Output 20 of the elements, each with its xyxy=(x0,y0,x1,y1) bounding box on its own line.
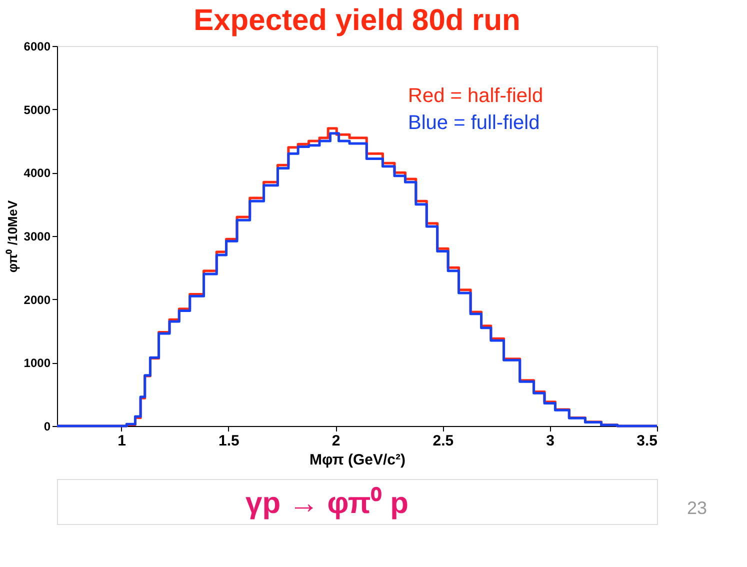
y-tick-label: 1000 xyxy=(24,356,51,370)
x-tick-label: 3.5 xyxy=(636,432,658,450)
y-tick-label: 6000 xyxy=(24,40,51,54)
chart-title: Expected yield 80d run xyxy=(194,4,520,37)
x-tick-label: 2 xyxy=(332,432,340,450)
x-tick-label: 2.5 xyxy=(432,432,454,450)
text: Red = half-field xyxy=(408,85,544,107)
x-tick-label: 1 xyxy=(118,432,126,450)
y-tick-label: 2000 xyxy=(24,292,51,307)
x-axis-title: Mφπ (GeV/c²) xyxy=(310,452,406,468)
text: γp → φπ⁰ p xyxy=(246,486,408,520)
y-tick-label: 4000 xyxy=(24,166,51,180)
y-tick-label: 3000 xyxy=(24,230,51,244)
x-tick-label: 3 xyxy=(546,432,555,450)
x-tick-label: 1.5 xyxy=(218,432,240,450)
y-tick-label: 5000 xyxy=(24,102,51,117)
series-label: Blue = full-field xyxy=(408,112,540,134)
y-axis-title: φπ⁰ /10MeV xyxy=(4,200,20,273)
y-tick-label: 0 xyxy=(44,420,51,434)
text: 23 xyxy=(686,498,707,518)
